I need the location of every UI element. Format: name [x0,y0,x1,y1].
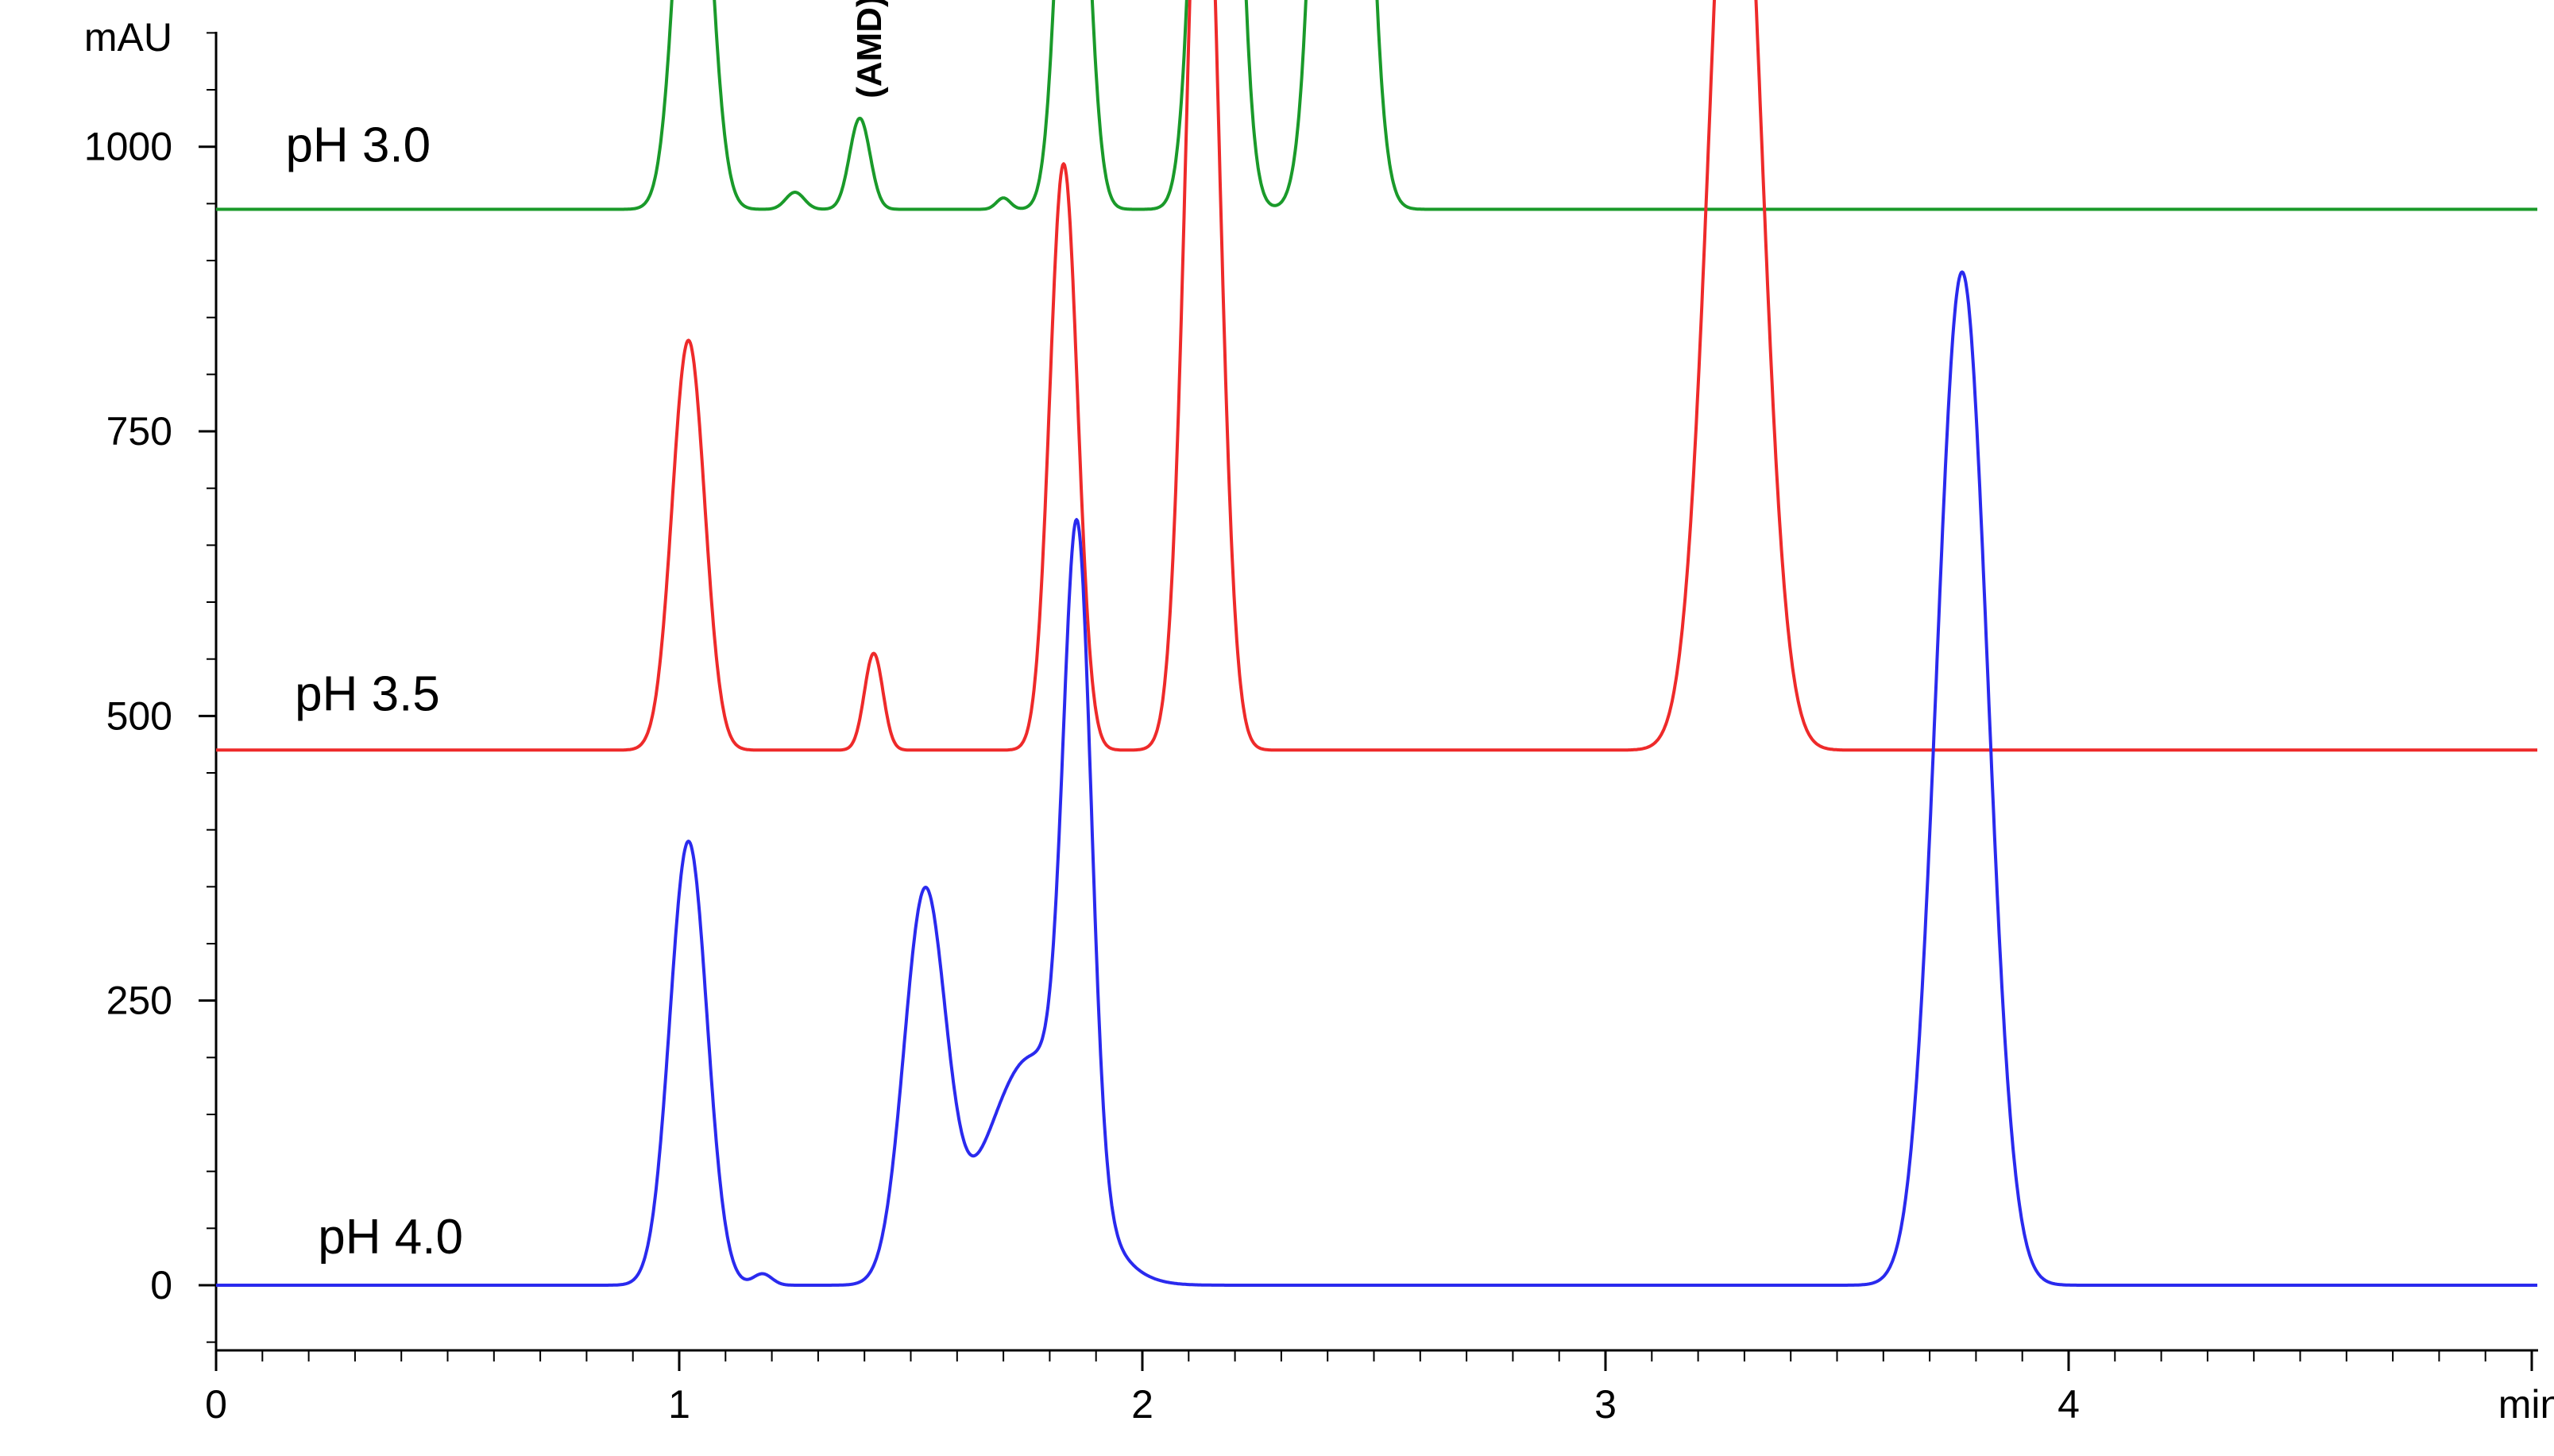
x-tick-label: 0 [205,1382,227,1427]
x-tick-label: 1 [668,1382,690,1427]
series-line [215,270,2538,1287]
y-tick-label: 500 [106,693,172,738]
x-axis-label: min [2498,1382,2554,1427]
series-name-label: pH 3.5 [295,666,440,721]
axes-group: 025050075010001250150017502000mAU01234mi… [84,15,2554,1427]
y-tick-label: 250 [106,979,172,1023]
x-tick-label: 3 [1594,1382,1617,1427]
y-tick-label: 1000 [84,125,172,169]
series-name-label: pH 3.0 [285,118,431,173]
x-tick-label: 2 [1131,1382,1153,1427]
y-axis-label: mAU [84,15,172,60]
y-tick-label: 750 [106,409,172,454]
x-tick-label: 4 [2057,1382,2080,1427]
series-name-label: pH 4.0 [318,1210,463,1265]
series-line [215,0,2538,211]
labels-group: pH 3.0pH 3.5pH 4.0(HCZ)(AMD)(OLM)(IRB)(T… [285,0,889,1265]
peak-label: (AMD) [850,0,889,98]
series-line [215,0,2538,752]
traces-group [215,0,2538,1287]
y-tick-label: 0 [150,1263,172,1307]
